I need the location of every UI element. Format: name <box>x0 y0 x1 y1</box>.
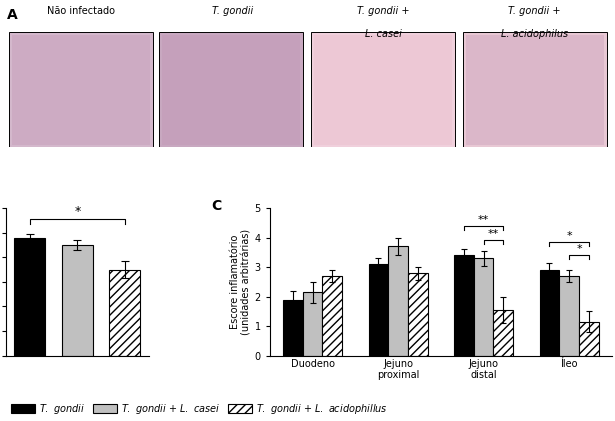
Bar <box>493 310 513 356</box>
Legend: $\it{T.\ gondii}$, $\it{T.\ gondii}$ + $\it{L.\ casei}$, $\it{T.\ gondii}$ + $\i: $\it{T.\ gondii}$, $\it{T.\ gondii}$ + $… <box>11 402 388 416</box>
Text: *: * <box>74 205 81 218</box>
Bar <box>579 322 598 356</box>
Bar <box>388 246 408 356</box>
Text: Não infectado: Não infectado <box>47 6 115 16</box>
Text: L. casei: L. casei <box>365 29 402 39</box>
Bar <box>408 273 427 356</box>
Bar <box>539 270 559 356</box>
Bar <box>322 276 342 356</box>
Bar <box>12 35 150 144</box>
Bar <box>159 32 303 147</box>
Text: **: ** <box>478 215 490 224</box>
Text: T. gondii +: T. gondii + <box>357 6 409 16</box>
Text: *: * <box>576 243 582 253</box>
Text: L. acidophilus: L. acidophilus <box>501 29 568 39</box>
Bar <box>454 255 474 356</box>
Text: C: C <box>212 199 222 213</box>
Text: **: ** <box>488 229 499 239</box>
Bar <box>466 35 604 144</box>
Text: *: * <box>566 231 572 241</box>
Bar <box>15 237 46 356</box>
Bar <box>162 35 300 144</box>
Bar <box>474 258 493 356</box>
Bar <box>463 32 607 147</box>
Bar <box>311 32 455 147</box>
Bar <box>62 245 93 356</box>
Text: T. gondii +: T. gondii + <box>508 6 561 16</box>
Bar <box>368 264 388 356</box>
Bar <box>109 269 140 356</box>
Bar <box>303 292 322 356</box>
Bar <box>9 32 153 147</box>
Text: T. gondii: T. gondii <box>212 6 253 16</box>
Bar <box>559 276 579 356</box>
Text: A: A <box>7 8 18 22</box>
Y-axis label: Escore inflamatório
(unidades arbitrárias): Escore inflamatório (unidades arbitrária… <box>230 229 252 335</box>
Bar <box>283 300 303 356</box>
Bar <box>314 35 452 144</box>
